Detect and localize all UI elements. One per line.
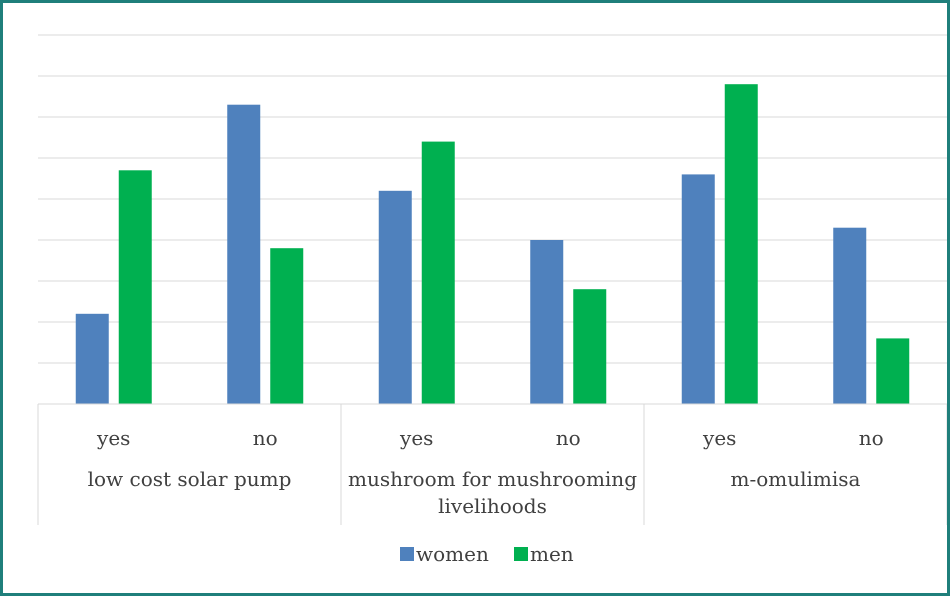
bars	[75, 84, 910, 404]
gridlines	[38, 34, 947, 364]
bar-women	[530, 240, 564, 404]
bar-chart: yes no yes no yes no low cost solar pump mushr…	[37, 34, 948, 566]
x-tick-label: yes	[399, 426, 433, 450]
group-label: livelihoods	[438, 494, 547, 518]
group-labels: low cost solar pump mushroom for mushroom…	[88, 467, 861, 518]
bar-women	[227, 104, 261, 404]
bar-men	[270, 248, 304, 404]
bar-women	[75, 313, 109, 404]
bar-men	[421, 141, 455, 404]
x-tick-label: no	[253, 426, 278, 450]
group-label: mushroom for mushrooming	[348, 467, 637, 491]
bar-women	[681, 174, 715, 404]
group-label: m-omulimisa	[731, 467, 861, 491]
bar-men	[118, 170, 152, 404]
x-tick-label: yes	[702, 426, 736, 450]
bar-men	[876, 338, 910, 404]
legend-label: men	[530, 542, 574, 566]
legend-label: women	[416, 542, 489, 566]
bar-women	[833, 227, 867, 404]
bar-men	[573, 289, 607, 404]
bar-men	[724, 84, 758, 404]
x-tick-label: no	[556, 426, 581, 450]
group-label: low cost solar pump	[88, 467, 292, 491]
x-tick-label: yes	[96, 426, 130, 450]
legend-item-women: women	[400, 542, 489, 566]
legend-item-men: men	[514, 542, 574, 566]
legend: women men	[400, 542, 574, 566]
legend-swatch	[400, 547, 414, 561]
bar-women	[378, 190, 412, 404]
x-tick-label: no	[859, 426, 884, 450]
legend-swatch	[514, 547, 528, 561]
subcategory-labels: yes no yes no yes no	[96, 426, 884, 450]
